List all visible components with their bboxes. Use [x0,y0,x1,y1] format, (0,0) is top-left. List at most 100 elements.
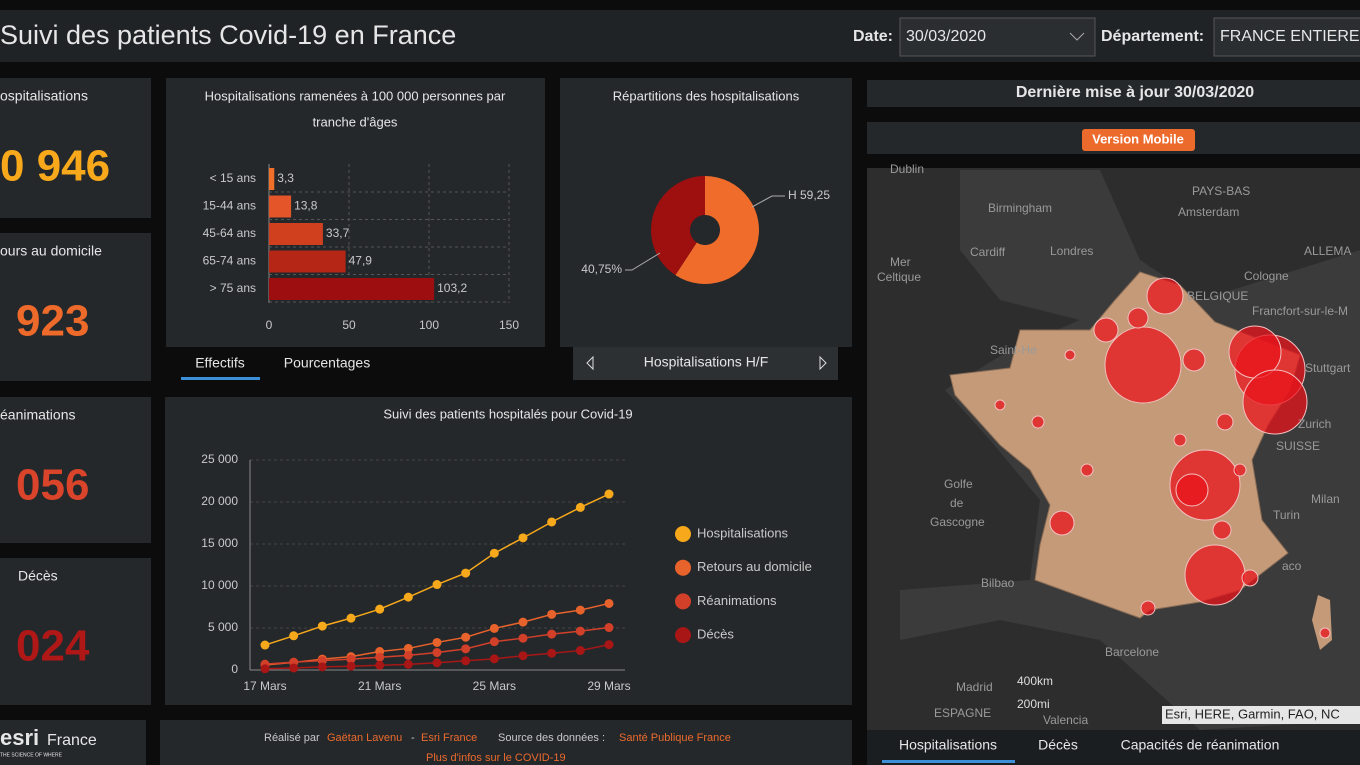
point [489,637,499,647]
bubble [1184,544,1246,606]
map-tab[interactable]: Hospitalisations [899,737,997,753]
bubble [994,399,1006,411]
kpi-card [0,397,151,543]
sex-nav [573,347,838,380]
bubble [1182,348,1206,372]
point [432,648,442,658]
sex-title: Répartitions des hospitalisations [613,88,800,103]
point [604,623,614,633]
point [604,640,614,650]
point [403,592,413,602]
trend-title: Suivi des patients hospitalés pour Covid… [383,406,632,421]
place-label: Dublin [890,162,924,176]
tab[interactable]: Effectifs [195,355,245,371]
map-tab[interactable]: Capacités de réanimation [1121,737,1280,753]
leader-line [751,195,785,208]
point [289,631,299,641]
slice-label: 40,75% [581,262,622,276]
tab-underline [882,760,1015,763]
update-bar [867,80,1360,107]
kpi-label: Décès [18,568,58,584]
mobile-text: Version Mobile [1092,131,1184,146]
point [260,664,270,674]
place-label: Bilbao [981,576,1015,590]
category-label: 15-44 ans [203,199,256,213]
kpi-value: 024 [16,622,90,671]
place-label: de [950,496,964,510]
update-text: Dernière mise à jour 30/03/2020 [1016,84,1254,101]
category-label: 65-74 ans [203,254,256,268]
point [489,654,499,664]
point [489,623,499,633]
footer-link[interactable]: Plus d'infos sur le COVID-19 [426,752,566,764]
map[interactable]: Esri, HERE, Garmin, FAO, NC [867,168,1360,730]
legend-swatch [675,559,691,576]
point [403,643,413,653]
trend-panel [165,397,852,705]
place-label: Gascogne [930,515,985,529]
scale-label: 400km [1017,674,1053,688]
point [547,517,557,527]
point [575,626,585,636]
bar [269,195,292,218]
department-select[interactable] [1213,17,1360,57]
date-select[interactable] [899,17,1096,57]
legend-label: Décès [697,627,734,642]
attribution-box [1162,706,1360,724]
place-label: Stuttgart [1305,361,1351,375]
kpi-label: ours au domicile [0,243,102,259]
footer-link[interactable]: Esri France [421,732,477,744]
point [547,648,557,658]
y-tick-label: 25 000 [201,452,238,466]
place-label: Cologne [1244,269,1289,283]
x-tick-label: 25 Mars [473,679,516,693]
place-label: Milan [1311,492,1340,506]
place-label: PAYS-BAS [1192,184,1250,198]
place-label: Saint-He [990,343,1037,357]
kpi-card [0,78,151,218]
bar [269,168,275,190]
value-label: 13,8 [294,199,318,213]
point [547,609,557,619]
point [461,568,471,578]
tab[interactable]: Pourcentages [284,355,370,371]
point [575,646,585,656]
footer-text: Réalisé par [264,732,320,744]
bubble [1216,413,1234,431]
kpi-label: ospitalisations [0,88,88,104]
pie-slice [651,176,705,276]
mobile-button[interactable] [1082,129,1195,151]
department-value: FRANCE ENTIERE [1220,28,1360,45]
x-tick-label: 50 [342,318,356,332]
kpi-value: 0 946 [0,142,110,191]
x-tick-label: 21 Mars [358,679,401,693]
point [403,650,413,660]
place-label: Madrid [956,680,993,694]
point [575,605,585,615]
point [489,548,499,558]
footer-link[interactable]: Gaëtan Lavenu [327,732,402,744]
place-label: SUISSE [1276,439,1320,453]
point [432,580,442,590]
bubble [1233,463,1247,477]
nav-arrows[interactable] [586,355,827,371]
kpi-card [0,558,151,705]
tab-underline [181,377,260,380]
x-tick-label: 0 [266,318,273,332]
point [317,656,327,666]
place-label: Amsterdam [1178,205,1239,219]
page-title: Suivi des patients Covid-19 en France [0,20,456,50]
map-tab[interactable]: Décès [1038,737,1078,753]
value-label: 103,2 [437,281,467,295]
x-tick-label: 29 Mars [587,679,630,693]
footer-link[interactable]: Santé Publique France [619,732,731,744]
bubble [1212,520,1232,540]
legend-swatch [675,526,691,542]
date-label: Date: [853,28,893,45]
point [518,533,528,543]
sex-nav-label: Hospitalisations H/F [644,354,769,370]
place-label: Barcelone [1105,645,1159,659]
bar [269,223,323,245]
kpi-value: 923 [16,297,89,346]
point [375,652,385,662]
